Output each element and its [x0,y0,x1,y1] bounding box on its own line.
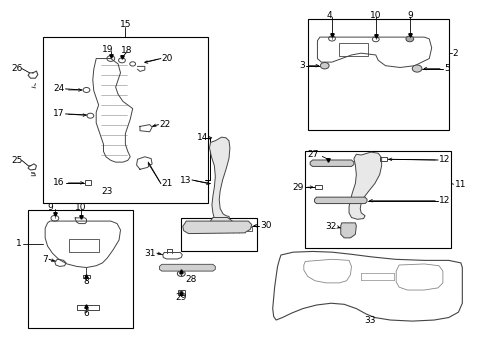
Text: 20: 20 [162,54,173,63]
Bar [305,152,450,248]
Circle shape [405,36,413,42]
Circle shape [411,65,421,72]
Text: 4: 4 [326,11,332,20]
Polygon shape [209,217,234,229]
Text: 10: 10 [369,11,381,20]
Circle shape [179,291,183,294]
Text: 19: 19 [102,45,113,54]
Bar [178,290,184,295]
Text: 2: 2 [452,49,457,58]
Text: 17: 17 [53,109,64,118]
Text: 26: 26 [11,64,22,73]
Text: 6: 6 [83,310,89,319]
Bar [339,43,368,56]
Text: 15: 15 [120,20,131,29]
Text: 3: 3 [299,61,305,70]
Text: 30: 30 [260,221,271,230]
Polygon shape [183,221,251,234]
Text: 22: 22 [159,120,170,129]
Bar [307,19,448,130]
Bar [315,185,321,189]
Text: 1: 1 [16,239,22,248]
Text: 33: 33 [364,315,375,324]
Text: 12: 12 [438,156,449,165]
Text: 16: 16 [53,178,64,187]
Text: 9: 9 [406,11,412,20]
Polygon shape [340,223,356,238]
Text: 13: 13 [179,176,191,185]
Text: 7: 7 [42,255,48,264]
Text: 24: 24 [53,84,64,93]
Bar [28,210,132,328]
Circle shape [320,63,328,69]
Text: 11: 11 [454,180,465,189]
Text: 25: 25 [11,156,22,165]
Bar [42,37,207,203]
Text: 10: 10 [75,203,86,212]
Text: 18: 18 [121,46,132,55]
Bar [85,180,91,185]
Polygon shape [348,152,381,219]
Text: 31: 31 [144,249,156,258]
Text: 21: 21 [162,179,173,188]
Text: 12: 12 [438,196,449,205]
Text: 9: 9 [47,203,53,212]
Polygon shape [309,160,353,166]
Text: 14: 14 [196,132,207,141]
Polygon shape [159,264,215,271]
Polygon shape [314,197,366,203]
Text: 29: 29 [292,183,303,192]
Text: 29: 29 [175,293,186,302]
Text: 28: 28 [185,275,196,284]
Polygon shape [209,137,229,224]
Bar [379,157,386,161]
Text: 8: 8 [83,277,89,286]
Text: 27: 27 [306,150,318,159]
Bar [181,217,256,251]
Circle shape [180,273,183,275]
Text: 23: 23 [102,187,113,196]
Text: 5: 5 [443,64,448,73]
Text: 32: 32 [325,222,336,231]
Bar [69,239,99,252]
